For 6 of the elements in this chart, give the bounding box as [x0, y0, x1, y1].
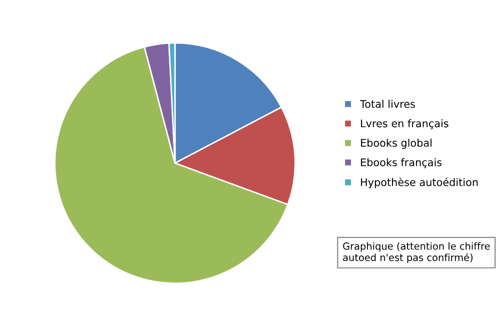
legend-label: Total livres: [360, 100, 415, 108]
legend-label: Ebooks global: [361, 138, 432, 149]
legend-label: Lvres en français: [361, 119, 448, 130]
legend-label: Hypothèse autoédition: [361, 178, 478, 188]
legend-label: Ebooks français: [361, 158, 442, 168]
text: Graphique (attention le chiffre autoed n'est pas confirmé): [343, 242, 490, 264]
